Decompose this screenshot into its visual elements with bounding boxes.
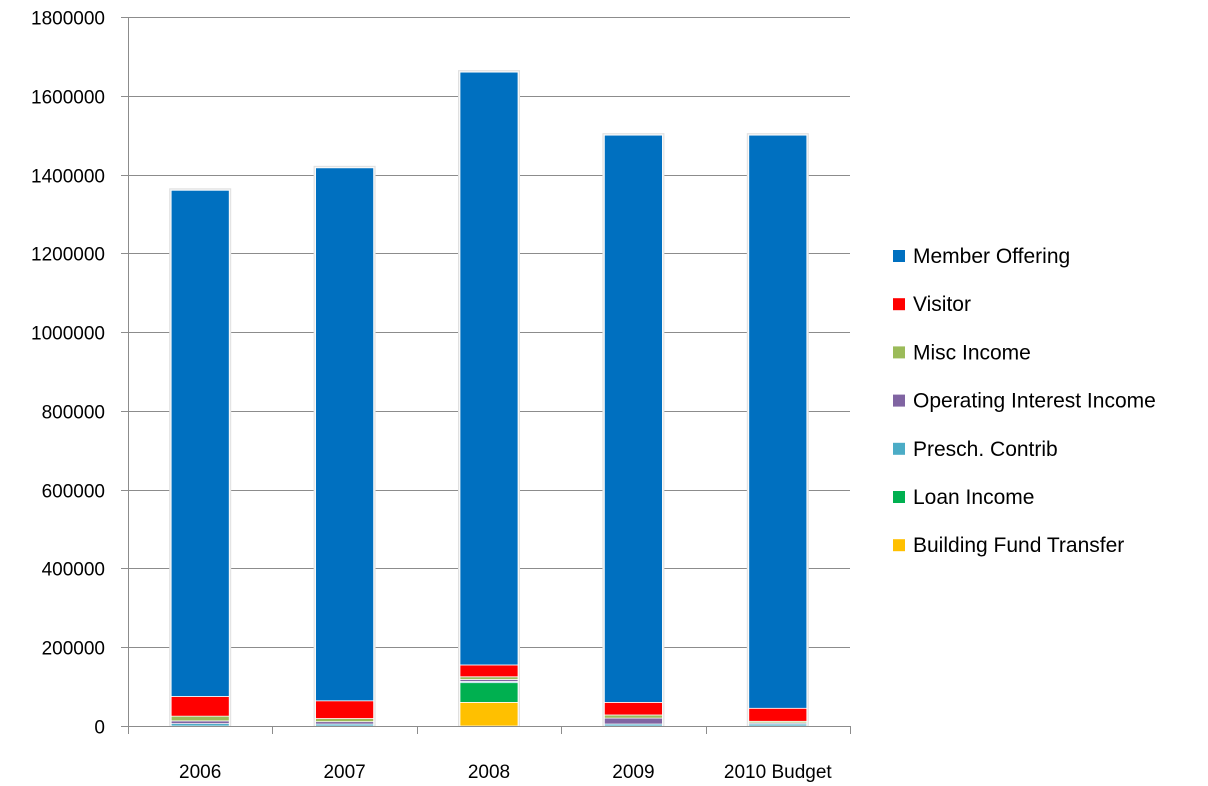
y-tick-label: 600000 bbox=[42, 482, 105, 503]
legend-label: Presch. Contrib bbox=[913, 438, 1058, 461]
bar-segment-member-offering bbox=[170, 189, 230, 697]
bar-segment-visitor bbox=[748, 707, 808, 722]
legend-swatch bbox=[893, 346, 905, 359]
y-tick-label: 800000 bbox=[42, 403, 105, 424]
legend-swatch bbox=[893, 250, 905, 262]
legend-swatch bbox=[893, 394, 905, 407]
legend: Member Offering Visitor Misc Income Operati… bbox=[893, 245, 1156, 557]
axes: 0 200000 400000 600000 800000 1000000 1200000 1… bbox=[31, 9, 851, 783]
bar-segment-visitor bbox=[459, 664, 519, 678]
bar-segment-misc-income bbox=[170, 715, 230, 722]
bar-segment-visitor bbox=[604, 701, 663, 716]
bar-segment-misc-income bbox=[604, 714, 663, 719]
bar-segment-building-fund-transfer bbox=[459, 701, 519, 727]
x-tick-label: 2009 bbox=[612, 762, 654, 783]
legend-label: Building Fund Transfer bbox=[913, 534, 1124, 557]
bar-segment-misc-income bbox=[459, 676, 519, 680]
y-tick-label: 1600000 bbox=[31, 88, 105, 109]
bar-segment-member-offering bbox=[748, 134, 808, 709]
bar-segment-operating-interest-income bbox=[170, 720, 230, 725]
bar-segment-member-offering bbox=[604, 134, 663, 703]
y-tick-label: 1000000 bbox=[31, 324, 105, 345]
bar-segment-loan-income bbox=[459, 682, 519, 703]
bars bbox=[169, 70, 809, 727]
y-tick-label: 1400000 bbox=[31, 167, 105, 188]
legend-label: Loan Income bbox=[913, 486, 1034, 509]
y-tick-label: 1200000 bbox=[31, 245, 105, 266]
bar-segment-visitor bbox=[170, 696, 230, 717]
x-tick-label: 2007 bbox=[323, 762, 365, 783]
legend-swatch bbox=[893, 539, 905, 552]
x-tick-label: 2008 bbox=[468, 762, 510, 783]
legend-label: Operating Interest Income bbox=[913, 390, 1156, 413]
bar-segment-misc-income bbox=[315, 718, 374, 723]
x-tick-label: 2010 Budget bbox=[724, 762, 832, 783]
bar-segment-member-offering bbox=[459, 71, 519, 666]
bar-segment-operating-interest-income bbox=[604, 717, 663, 725]
bar-segment-member-offering bbox=[315, 167, 374, 702]
y-tick-label: 1800000 bbox=[31, 9, 105, 30]
legend-swatch bbox=[893, 442, 905, 455]
legend-label: Misc Income bbox=[913, 341, 1031, 364]
y-tick-label: 0 bbox=[94, 718, 105, 739]
y-tick-label: 200000 bbox=[42, 639, 105, 660]
x-tick-label: 2006 bbox=[179, 762, 221, 783]
legend-label: Member Offering bbox=[913, 245, 1070, 268]
bar-segment-visitor bbox=[315, 700, 374, 719]
legend-label: Visitor bbox=[913, 293, 971, 316]
legend-swatch bbox=[893, 298, 905, 311]
y-tick-label: 400000 bbox=[42, 560, 105, 581]
legend-swatch bbox=[893, 491, 905, 503]
